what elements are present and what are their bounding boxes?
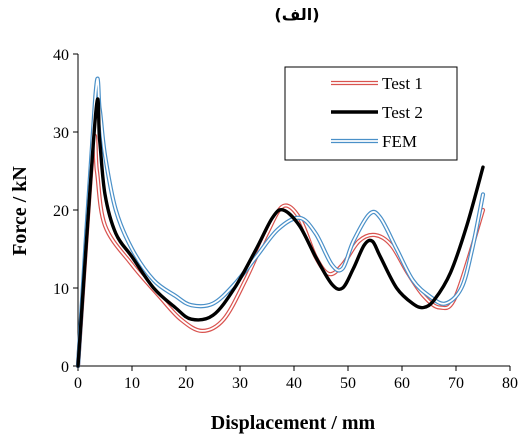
legend-label-test-1: Test 1 bbox=[382, 74, 423, 93]
x-tick-label: 80 bbox=[502, 375, 518, 392]
x-tick-label: 40 bbox=[286, 375, 302, 392]
x-tick-label: 30 bbox=[232, 375, 248, 392]
x-tick-label: 20 bbox=[178, 375, 194, 392]
x-tick-label: 50 bbox=[340, 375, 356, 392]
x-tick-label: 10 bbox=[124, 375, 140, 392]
x-tick-label: 0 bbox=[74, 375, 82, 392]
series-line-test-1 bbox=[75, 133, 486, 369]
y-tick-label: 40 bbox=[53, 47, 69, 64]
series-layer bbox=[75, 76, 486, 369]
y-tick-label: 20 bbox=[53, 203, 69, 220]
legend-label-fem: FEM bbox=[382, 132, 417, 151]
y-axis-label: Force / kN bbox=[9, 166, 31, 256]
x-tick-label: 70 bbox=[448, 375, 464, 392]
legend-label-test-2: Test 2 bbox=[382, 103, 423, 122]
axes: 0 10 20 30 40 50 60 70 80 0 10 20 30 40 bbox=[53, 47, 518, 392]
x-tick-label: 60 bbox=[394, 375, 410, 392]
y-tick-label: 30 bbox=[53, 125, 69, 142]
x-axis-label: Displacement / mm bbox=[211, 412, 376, 434]
y-tick-label: 0 bbox=[61, 359, 69, 376]
series-line-inner-fem bbox=[77, 77, 484, 367]
legend: Test 1 Test 2 FEM bbox=[284, 66, 458, 161]
chart-title: (الف) bbox=[274, 5, 319, 24]
series-line-test-2 bbox=[76, 97, 485, 368]
series-line-inner-test-1 bbox=[77, 134, 484, 367]
y-tick-label: 10 bbox=[53, 281, 69, 298]
